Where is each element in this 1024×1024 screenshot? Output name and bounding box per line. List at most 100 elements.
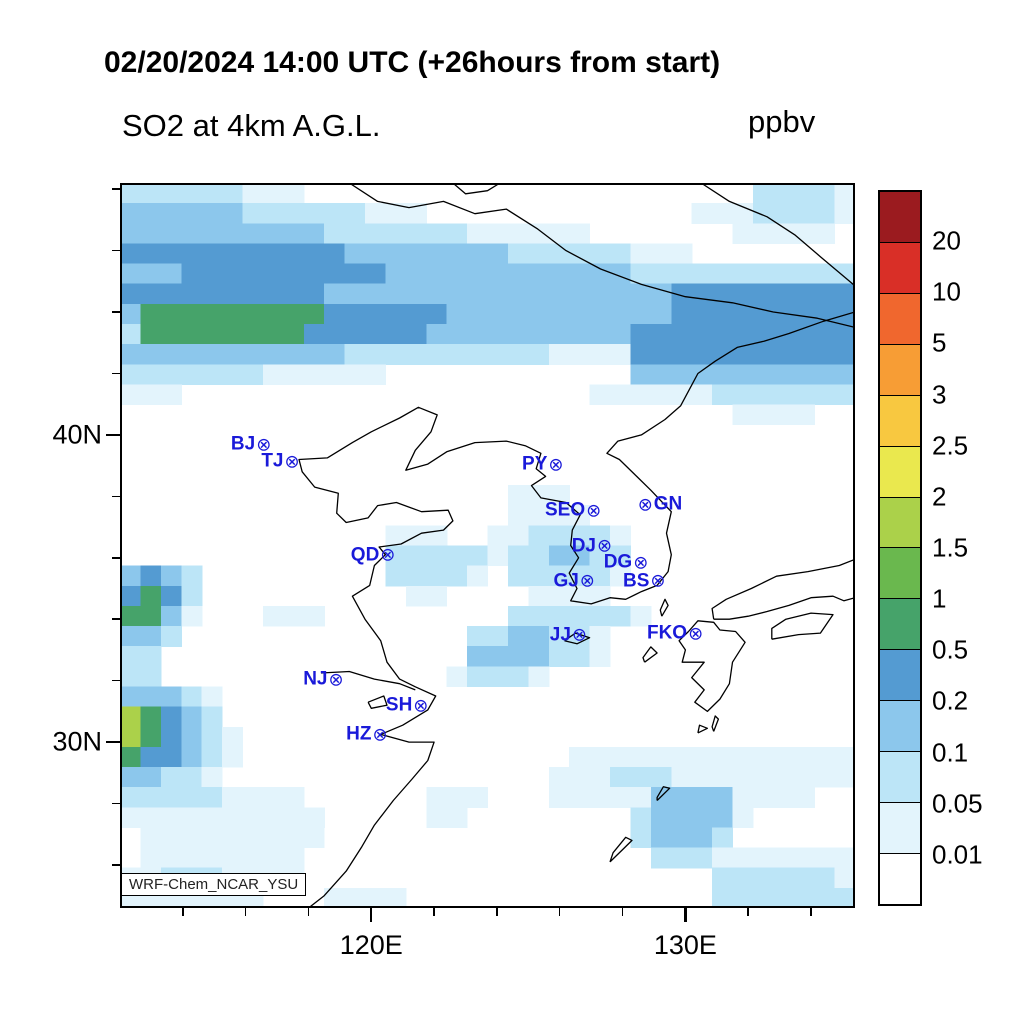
station-bs: BS ⊗ [623, 571, 667, 590]
heatmap-cell-run [120, 183, 244, 204]
lon-minor-tick [747, 908, 749, 916]
heatmap-cell-run [181, 605, 203, 627]
coastline [700, 183, 855, 287]
heatmap-cell-run [344, 344, 550, 365]
heatmap-cell-run [222, 746, 244, 768]
colorbar-label: 0.5 [932, 634, 969, 665]
lat-major-tick [106, 740, 120, 744]
heatmap-cell-run [140, 324, 305, 345]
heatmap-cell-run [120, 223, 325, 244]
colorbar-segment [880, 547, 920, 599]
lon-minor-tick [810, 908, 812, 916]
lat-minor-tick [112, 557, 120, 559]
heatmap-cell-run [160, 626, 182, 647]
coastline [771, 612, 834, 640]
heatmap-cell-run [630, 324, 855, 345]
heatmap-cell-run [467, 626, 509, 647]
heatmap-cell-run [140, 585, 162, 607]
heatmap-cell-run [120, 203, 244, 224]
colorbar-label: 0.1 [932, 737, 969, 768]
heatmap-cell-run [120, 344, 346, 365]
station-marker-icon: ⊗ [380, 544, 396, 565]
heatmap-cell-run [589, 626, 611, 647]
heatmap-cell-run [630, 827, 652, 849]
heatmap-cell-run [181, 726, 203, 748]
heatmap-cell-run [120, 767, 162, 788]
station-label-sh: SH [385, 694, 413, 716]
station-dj: DJ ⊗ [572, 536, 613, 555]
station-label-dg: DG [603, 551, 633, 573]
station-marker-icon: ⊗ [579, 570, 595, 591]
colorbar-segment [880, 598, 920, 650]
heatmap-cell-run [671, 767, 855, 788]
page-title: 02/20/2024 14:00 UTC (+26hours from star… [104, 46, 721, 79]
heatmap-cell-run [385, 263, 631, 285]
colorbar [878, 190, 922, 906]
heatmap-cell-run [507, 243, 631, 265]
colorbar-segment [880, 292, 920, 344]
heatmap-cell-run [752, 203, 836, 224]
coastline [320, 670, 416, 691]
heatmap-cell-run [487, 545, 509, 567]
station-label-dj: DJ [571, 535, 596, 556]
station-marker-icon: ⊗ [571, 624, 587, 645]
colorbar-segment [880, 852, 920, 904]
coastline [298, 311, 855, 908]
station-marker-icon: ⊗ [650, 570, 666, 591]
heatmap-cell-run [630, 263, 855, 285]
colorbar-label: 1.5 [932, 532, 969, 563]
colorbar-label: 2 [932, 481, 947, 512]
colorbar-segment [880, 445, 920, 497]
heatmap-cell-run [671, 283, 855, 305]
station-label-gj: GJ [553, 570, 579, 592]
heatmap-cell-run [507, 545, 550, 567]
heatmap-cell-run [201, 726, 223, 748]
heatmap-cell-run [589, 384, 713, 406]
heatmap-cell-run [426, 807, 468, 828]
heatmap-cell-run [120, 626, 162, 647]
heatmap-cell-run [507, 505, 591, 526]
heatmap-cell-run [446, 303, 672, 325]
heatmap-cell-run [140, 726, 162, 748]
heatmap-cell-run [160, 565, 182, 587]
heatmap-cell-run [120, 686, 182, 708]
station-sh: SH ⊗ [386, 696, 430, 715]
lon-axis-label: 120E [339, 930, 403, 960]
heatmap-cell-run [712, 384, 855, 406]
coastline [711, 558, 855, 620]
heatmap-cell-run [120, 787, 223, 808]
station-label-seo: SEO [544, 499, 586, 521]
heatmap-cell-run [507, 565, 611, 587]
heatmap-cell-run [548, 767, 611, 788]
heatmap-cell-run [140, 746, 182, 768]
colorbar-label: 2.5 [932, 430, 969, 461]
heatmap-cell-run [344, 243, 509, 265]
station-label-bs: BS [623, 570, 650, 592]
heatmap-cell-run [712, 867, 836, 889]
heatmap-cell-run [630, 344, 855, 365]
lat-minor-tick [112, 618, 120, 620]
coastline [697, 724, 709, 734]
colorbar-segment [880, 241, 920, 293]
heatmap-cell-run [201, 706, 223, 728]
station-label-nj: NJ [303, 668, 328, 690]
map-overlay: WRF-Chem_NCAR_YSU BJ ⊗ TJ ⊗ PY ⊗ SEO ⊗ ⊗ GN DJ ⊗ QD ⊗… [120, 183, 855, 908]
lon-major-tick [370, 908, 373, 922]
heatmap-cell-run [181, 585, 203, 607]
heatmap-cell-run [140, 827, 325, 849]
colorbar-segment [880, 343, 920, 395]
lat-minor-tick [112, 311, 120, 313]
heatmap-cell-run [732, 787, 815, 808]
lat-minor-tick [112, 249, 120, 252]
station-nj: NJ ⊗ [303, 670, 344, 689]
heatmap-cell-run [630, 605, 652, 627]
heatmap-cell-run [548, 646, 591, 667]
coastline [367, 695, 388, 709]
heatmap-cell-run [120, 364, 264, 385]
station-marker-icon: ⊗ [328, 669, 344, 690]
station-py: PY ⊗ [522, 455, 564, 474]
heatmap-cell-run [834, 203, 855, 224]
variable-title: SO2 at 4km A.G.L. [122, 108, 381, 143]
heatmap-cell-run [650, 807, 734, 828]
